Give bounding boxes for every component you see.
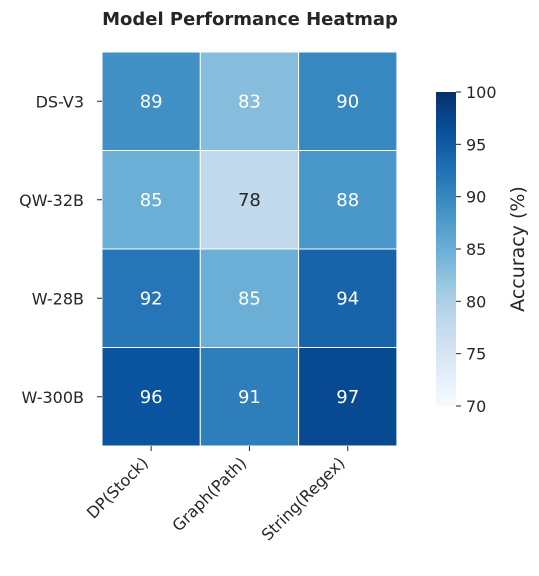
cell-value-label: 85: [140, 190, 163, 211]
cell-value-label: 92: [140, 288, 163, 309]
colorbar-tick-label: 80: [466, 292, 486, 311]
colorbar-ticks: 70 75 80 85 90 95 100: [456, 83, 497, 416]
heatmap-cell: [199, 51, 300, 151]
column-tick-label: String(Regex): [258, 453, 349, 544]
colorbar-tick-label: 85: [466, 240, 486, 259]
colorbar-tick-label: 95: [466, 135, 486, 154]
colorbar-tick-label: 75: [466, 345, 486, 364]
cell-value-label: 97: [336, 387, 359, 408]
heatmap-cell: [101, 347, 201, 447]
cell-value-label: 83: [238, 91, 261, 112]
cell-value-label: 89: [140, 91, 163, 112]
cell-value-label: 94: [336, 288, 359, 309]
row-tick-label: W-300B: [22, 388, 84, 407]
cell-value-label: 88: [336, 190, 359, 211]
column-tick-label: DP(Stock): [83, 453, 152, 522]
heatmap-cell: [199, 248, 300, 348]
heatmap-cell: [199, 150, 300, 250]
heatmap-cell: [101, 51, 201, 151]
column-tick-labels: DP(Stock) Graph(Path) String(Regex): [83, 446, 349, 544]
cell-value-label: 78: [238, 190, 261, 211]
heatmap-cell: [298, 51, 398, 151]
heatmap-cell: [298, 347, 398, 447]
cell-value-label: 91: [238, 387, 261, 408]
heatmap-cells: 89 83 90 85 78 88 92 85 94 96 91 97: [101, 51, 398, 447]
heatmap-cell: [298, 150, 398, 250]
colorbar-label: Accuracy (%): [507, 186, 529, 312]
cell-value-label: 85: [238, 288, 261, 309]
cell-value-label: 90: [336, 91, 359, 112]
row-tick-labels: DS-V3 QW-32B W-28B W-300B: [19, 92, 102, 407]
colorbar-tick-label: 90: [466, 188, 486, 207]
colorbar-tick-label: 70: [466, 397, 486, 416]
colorbar: 70 75 80 85 90 95 100 Accuracy (%): [436, 83, 529, 416]
heatmap-cell: [101, 150, 201, 250]
colorbar-gradient: [436, 92, 456, 406]
column-tick-label: Graph(Path): [168, 453, 250, 535]
row-tick-label: DS-V3: [36, 92, 84, 111]
row-tick-label: W-28B: [32, 289, 84, 308]
row-tick-label: QW-32B: [19, 191, 84, 210]
cell-value-label: 96: [140, 387, 163, 408]
colorbar-tick-label: 100: [466, 83, 497, 102]
chart-title: Model Performance Heatmap: [102, 9, 398, 30]
